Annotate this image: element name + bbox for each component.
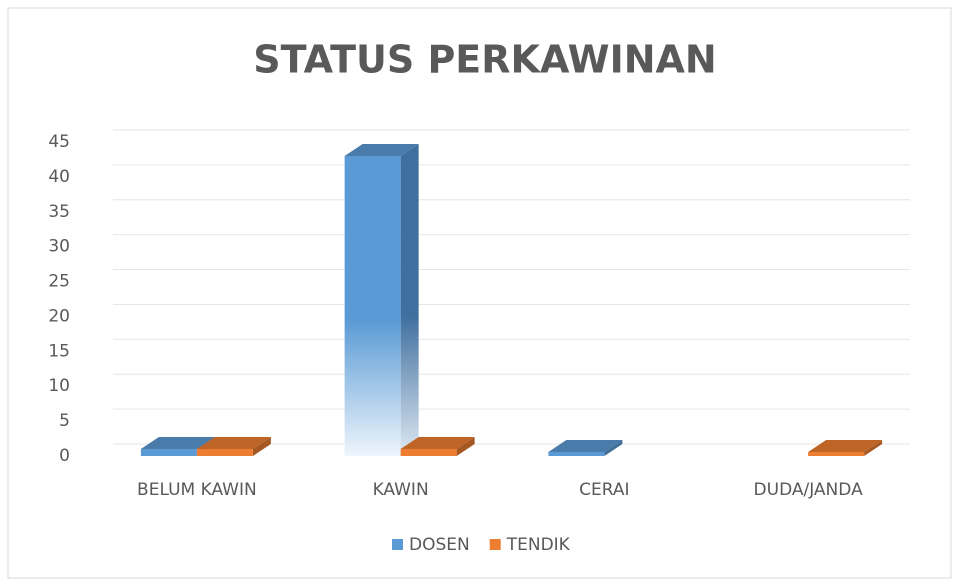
bar-side [604,440,623,456]
bar [140,449,197,456]
bar [196,449,253,456]
bar-side [456,437,475,456]
x-tick-label: CERAI [579,480,629,500]
y-tick-label: 40 [48,167,70,187]
y-tick-label: 35 [48,202,70,222]
y-tick-label: 25 [48,272,70,292]
bar-top [548,440,623,452]
bar [808,452,865,456]
y-tick-label: 5 [59,411,70,431]
bar [400,449,457,456]
legend-label: TENDIK [506,535,571,555]
bar [344,155,401,456]
x-tick-label: KAWIN [373,480,429,500]
y-tick-label: 15 [48,341,70,361]
bar-side [864,440,883,456]
legend-swatch [392,539,403,550]
y-tick-label: 10 [48,376,70,396]
bar-top [196,437,271,450]
bar [548,452,605,456]
x-tick-label: BELUM KAWIN [137,480,257,500]
y-tick-label: 0 [59,446,70,466]
bar-top [344,143,419,156]
y-tick-label: 30 [48,237,70,257]
bar-side [400,143,419,456]
legend-label: DOSEN [409,535,470,555]
bar-top [808,440,883,452]
x-tick-label: DUDA/JANDA [754,480,864,500]
chart-title: STATUS PERKAWINAN [253,38,716,82]
y-tick-label: 45 [48,132,70,152]
legend-swatch [489,539,501,550]
bar-side [252,437,271,456]
bar-top [140,437,215,450]
bar-top [400,437,475,450]
chart-frame [7,7,952,579]
y-tick-label: 20 [48,306,70,326]
